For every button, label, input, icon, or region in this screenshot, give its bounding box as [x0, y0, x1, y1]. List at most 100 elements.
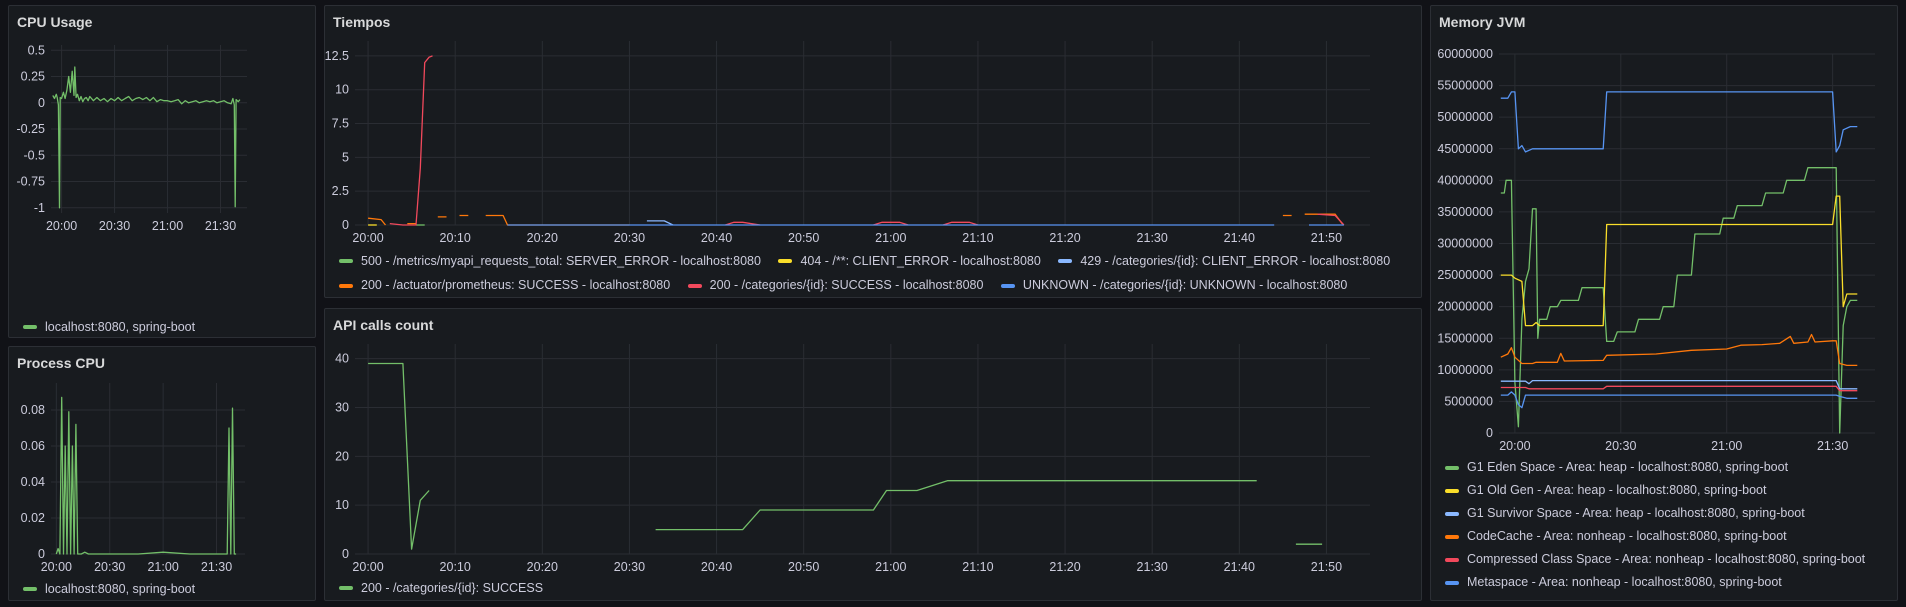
legend-label: UNKNOWN - /categories/{id}: UNKNOWN - lo… — [1022, 278, 1348, 292]
legend-swatch — [1058, 259, 1073, 263]
x-tick-label: 21:30 — [1817, 439, 1848, 453]
legend-label: localhost:8080, spring-boot — [45, 581, 196, 596]
memory-jvm-chart: 0 5000000 10000000 15000000 20000000 25000000… — [1437, 47, 1875, 453]
y-tick-label: 30000000 — [1437, 237, 1493, 251]
x-tick-label: 20:00 — [352, 560, 383, 574]
legend-swatch — [1445, 488, 1459, 493]
x-tick-label: 20:00 — [46, 219, 77, 233]
x-tick-label: 20:30 — [614, 231, 645, 245]
y-tick-label: 0 — [38, 96, 45, 110]
legend-item[interactable]: 500 - /metrics/myapi_requests_total: SER… — [339, 250, 761, 273]
legend-item[interactable]: CodeCache - Area: nonheap - localhost:80… — [1445, 525, 1865, 548]
legend-item[interactable]: localhost:8080, spring-boot — [23, 578, 195, 601]
legend-item[interactable]: localhost:8080, spring-boot — [23, 316, 195, 338]
tiempos-title[interactable]: Tiempos — [333, 14, 391, 30]
legend-label: 500 - /metrics/myapi_requests_total: SER… — [361, 253, 761, 268]
api-calls-chart: 0 10 20 30 40 20:00 20:10 20:20 20:30 20:40 20:50 2… — [335, 344, 1370, 574]
y-tick-label: 0 — [342, 218, 349, 232]
y-tick-label: 12.5 — [325, 49, 349, 63]
legend-item[interactable]: G1 Eden Space - Area: heap - localhost:8… — [1445, 456, 1865, 479]
y-tick-label: 20000000 — [1437, 300, 1493, 314]
cpu-usage-panel: CPU Usage 0.5 0.25 0 -0.25 -0.5 -0.75 -1 20:00 2… — [8, 5, 316, 338]
x-tick-label: 21:30 — [1137, 560, 1168, 574]
y-tick-label: 0.5 — [28, 43, 45, 57]
process-cpu-chart: 0 0.02 0.04 0.06 0.08 20:00 20:30 21:00 21:30 — [21, 383, 245, 574]
legend-item[interactable]: 200 - /actuator/prometheus: SUCCESS - lo… — [339, 274, 670, 297]
legend-swatch — [23, 587, 37, 591]
x-tick-label: 20:40 — [701, 560, 732, 574]
y-tick-label: 15000000 — [1437, 331, 1493, 345]
legend-swatch — [1445, 580, 1459, 585]
process-cpu-panel: Process CPU 0 0.02 0.04 0.06 0.08 20:00 20:30 2… — [8, 346, 316, 601]
legend-swatch — [1000, 283, 1015, 288]
x-tick-label: 21:30 — [1137, 231, 1168, 245]
y-tick-label: 0 — [38, 547, 45, 561]
x-tick-label: 21:20 — [1049, 231, 1080, 245]
series-line — [1500, 333, 1858, 367]
series-line — [368, 213, 1343, 226]
memory-jvm-title[interactable]: Memory JVM — [1439, 14, 1526, 30]
legend-swatch — [1445, 511, 1459, 516]
legend-label: G1 Survivor Space - Area: heap - localho… — [1467, 506, 1805, 520]
legend-swatch — [339, 259, 353, 263]
series-line — [1500, 379, 1858, 390]
y-tick-label: 0 — [1486, 426, 1493, 440]
legend-item[interactable]: UNKNOWN - /categories/{id}: UNKNOWN - lo… — [1000, 274, 1348, 297]
process-cpu-legend: localhost:8080, spring-boot — [23, 576, 209, 601]
legend-item[interactable]: G1 Survivor Space - Area: heap - localho… — [1445, 502, 1865, 525]
legend-item[interactable]: 404 - /**: CLIENT_ERROR - localhost:8080 — [778, 250, 1041, 273]
y-tick-label: 20 — [335, 449, 349, 463]
process-cpu-title[interactable]: Process CPU — [17, 355, 105, 371]
x-tick-label: 21:10 — [962, 231, 993, 245]
y-tick-label: 10000000 — [1437, 363, 1493, 377]
x-tick-label: 20:10 — [440, 231, 471, 245]
y-tick-label: 10 — [335, 498, 349, 512]
legend-item[interactable]: Compressed Class Space - Area: nonheap -… — [1445, 548, 1865, 571]
x-tick-label: 21:30 — [205, 219, 236, 233]
legend-label: 200 - /actuator/prometheus: SUCCESS - lo… — [361, 278, 671, 292]
y-tick-label: 0 — [342, 547, 349, 561]
x-tick-label: 20:40 — [701, 231, 732, 245]
legend-item[interactable]: G1 Old Gen - Area: heap - localhost:8080… — [1445, 479, 1865, 502]
cpu-usage-legend: localhost:8080, spring-boot — [23, 314, 209, 338]
legend-item[interactable]: 429 - /categories/{id}: CLIENT_ERROR - l… — [1058, 250, 1390, 273]
memory-jvm-legend: G1 Eden Space - Area: heap - localhost:8… — [1445, 456, 1865, 594]
legend-swatch — [778, 259, 793, 263]
y-tick-label: 5 — [342, 150, 349, 164]
legend-item[interactable]: 200 - /categories/{id}: SUCCESS — [339, 577, 543, 600]
tiempos-legend: 500 - /metrics/myapi_requests_total: SER… — [339, 248, 1419, 297]
legend-swatch — [687, 283, 702, 288]
x-tick-label: 21:30 — [201, 560, 232, 574]
memory-jvm-panel: Memory JVM 0 5000000 10000000 15000000 20000… — [1430, 5, 1898, 601]
x-tick-label: 20:00 — [41, 560, 72, 574]
legend-swatch — [339, 283, 353, 288]
y-tick-label: 40000000 — [1437, 173, 1493, 187]
series-line — [1500, 91, 1858, 409]
y-tick-label: 40 — [335, 352, 349, 366]
y-tick-label: 5000000 — [1444, 394, 1493, 408]
series-line — [1500, 385, 1858, 392]
api-calls-title[interactable]: API calls count — [333, 317, 434, 333]
y-tick-label: 0.25 — [21, 70, 45, 84]
y-tick-label: 0.08 — [21, 403, 45, 417]
legend-label: G1 Eden Space - Area: heap - localhost:8… — [1467, 460, 1789, 474]
y-tick-label: 0.04 — [21, 475, 45, 489]
legend-swatch — [1445, 465, 1459, 470]
api-calls-legend: 200 - /categories/{id}: SUCCESS — [339, 575, 557, 600]
legend-item[interactable]: Metaspace - Area: nonheap - localhost:80… — [1445, 571, 1865, 594]
y-tick-label: -0.5 — [23, 148, 45, 162]
x-tick-label: 21:50 — [1311, 560, 1342, 574]
y-tick-label: 0.02 — [21, 511, 45, 525]
x-tick-label: 20:30 — [614, 560, 645, 574]
legend-label: G1 Old Gen - Area: heap - localhost:8080… — [1467, 483, 1767, 497]
series-line — [55, 396, 237, 555]
tiempos-panel: Tiempos 0 2.5 5 7.5 10 12.5 20:00 20:10 20:20 20:… — [324, 5, 1422, 298]
y-tick-label: 25000000 — [1437, 268, 1493, 282]
cpu-usage-chart: 0.5 0.25 0 -0.25 -0.5 -0.75 -120:00 20:30 21:00 2… — [17, 43, 247, 233]
x-tick-label: 20:10 — [440, 560, 471, 574]
legend-label: 429 - /categories/{id}: CLIENT_ERROR - l… — [1080, 253, 1391, 268]
legend-item[interactable]: 200 - /categories/{id}: SUCCESS - localh… — [687, 274, 983, 297]
series-line — [389, 55, 1345, 226]
cpu-usage-title[interactable]: CPU Usage — [17, 14, 93, 30]
x-tick-label: 21:00 — [875, 231, 906, 245]
